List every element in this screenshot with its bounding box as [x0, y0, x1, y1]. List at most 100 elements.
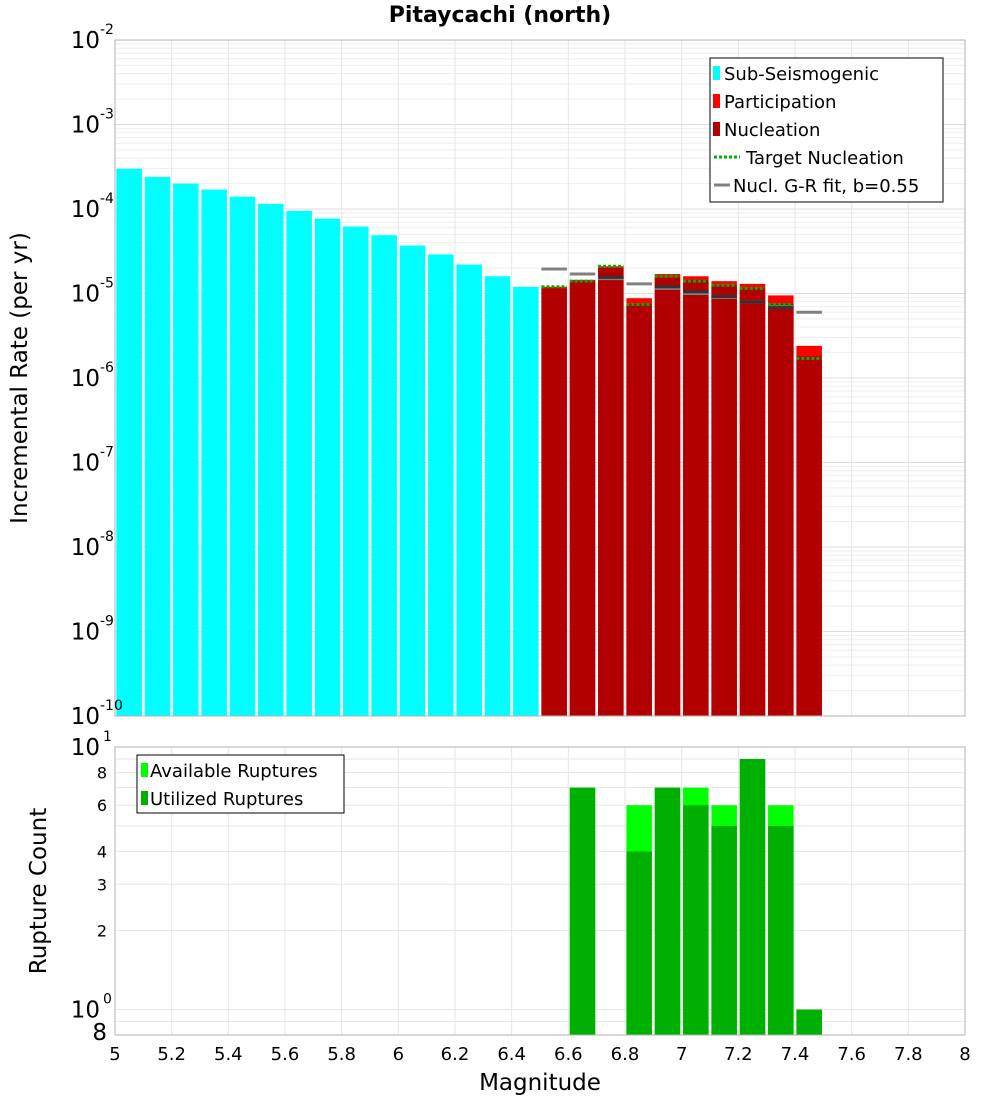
- top-y-tick-label: 10: [71, 451, 100, 477]
- top-y-tick: 10 -9: [71, 614, 114, 646]
- bottom-y-minor-tick-label: 8: [97, 763, 107, 782]
- sub-seismogenic-bar: [343, 226, 369, 716]
- top-y-axis-label: Incremental Rate (per yr): [7, 232, 33, 524]
- x-tick-label: 7: [676, 1044, 687, 1065]
- top-y-tick-label: 10: [71, 704, 100, 730]
- top-y-tick-label: 10: [71, 535, 100, 561]
- bottom-x-ticks: 5 5.2 5.4 5.6 5.8 6 6.2 6.4 6.6 6.8 7 7.2 7.4 7.6 7.8 8: [109, 1044, 970, 1065]
- utilized-ruptures-bar: [768, 826, 794, 1035]
- bottom-legend-box: [136, 754, 345, 814]
- sub-seismogenic-bar: [229, 196, 256, 717]
- utilized-ruptures-bar: [683, 805, 709, 1035]
- sub-seismogenic-bar: [144, 176, 171, 717]
- top-legend-box: [709, 57, 944, 203]
- top-y-tick-label: 10: [71, 282, 100, 308]
- bottom-y-minor-tick-label: 8: [92, 1020, 107, 1046]
- bottom-legend: Available Ruptures Utilized Ruptures: [136, 754, 345, 814]
- nucleation-bar: [768, 304, 794, 716]
- top-bars: [116, 168, 822, 717]
- nucleation-bar: [598, 268, 624, 716]
- x-tick-label: 5.4: [214, 1044, 243, 1065]
- x-tick-label: 8: [959, 1044, 970, 1065]
- bottom-y-tick-label: 10: [71, 735, 100, 761]
- utilized-ruptures-bar: [711, 826, 737, 1035]
- top-y-tick: 10 -10: [71, 698, 123, 730]
- x-tick-label: 7.8: [894, 1044, 923, 1065]
- x-tick-label: 6: [393, 1044, 404, 1065]
- bottom-bars: [569, 759, 822, 1035]
- sub-seismogenic-bar: [258, 203, 284, 716]
- utilized-ruptures-bar: [654, 787, 681, 1035]
- top-legend: Sub-Seismogenic Participation Nucleation…: [709, 57, 944, 203]
- nucleation-bar: [711, 285, 737, 716]
- top-y-tick-exp: -6: [100, 360, 114, 376]
- bottom-grid: [114, 746, 966, 1036]
- x-tick-label: 6.2: [441, 1044, 470, 1065]
- x-axis-label: Magnitude: [479, 1070, 601, 1096]
- sub-seismogenic-bar: [456, 264, 482, 716]
- nucleation-bar: [654, 277, 681, 716]
- x-tick-label: 6.6: [554, 1044, 583, 1065]
- sub-seismogenic-bar: [428, 254, 454, 716]
- top-y-tick-exp: -2: [100, 22, 114, 38]
- legend-swatch-utilized-ruptures: [141, 791, 148, 805]
- top-y-tick-label: 10: [71, 620, 100, 646]
- top-y-tick-exp: -7: [100, 445, 114, 461]
- top-y-tick-exp: -10: [100, 698, 123, 714]
- legend-swatch-participation: [713, 94, 720, 108]
- sub-seismogenic-bar: [173, 183, 199, 716]
- x-tick-label: 5.2: [157, 1044, 186, 1065]
- bottom-y-tick-exp: 0: [103, 992, 112, 1008]
- top-y-tick-exp: -4: [100, 191, 114, 207]
- legend-swatch-nucleation: [713, 122, 720, 136]
- x-tick-label: 7.4: [781, 1044, 810, 1065]
- x-tick-label: 5.6: [271, 1044, 300, 1065]
- top-y-tick: 10 -2: [71, 22, 114, 54]
- top-y-tick-label: 10: [71, 366, 100, 392]
- bottom-y-minor-tick-label: 3: [97, 875, 107, 894]
- legend-label-participation: Participation: [724, 92, 836, 113]
- legend-label-nucleation: Nucleation: [724, 120, 820, 141]
- legend-label-sub-seismogenic: Sub-Seismogenic: [724, 64, 879, 85]
- top-y-tick: 10 -7: [71, 445, 114, 477]
- x-tick-label: 5.8: [327, 1044, 356, 1065]
- legend-label-target-nucleation: Target Nucleation: [745, 148, 904, 169]
- bottom-y-minor-tick-label: 4: [97, 842, 107, 861]
- top-plot-frame: [114, 39, 966, 717]
- top-y-tick-label: 10: [71, 197, 100, 223]
- chart-title: Pitaycachi (north): [389, 3, 611, 28]
- legend-label-available-ruptures: Available Ruptures: [150, 761, 318, 782]
- nucleation-bar: [796, 356, 822, 716]
- sub-seismogenic-bar: [286, 210, 312, 716]
- top-y-tick-label: 10: [71, 113, 100, 139]
- bottom-y-minor-tick-label: 2: [97, 922, 107, 941]
- legend-label-utilized-ruptures: Utilized Ruptures: [150, 789, 303, 810]
- sub-seismogenic-bar: [513, 286, 539, 716]
- top-grid: [114, 40, 966, 717]
- sub-seismogenic-bar: [201, 189, 227, 716]
- top-y-tick-exp: -9: [100, 614, 114, 630]
- top-y-tick-label: 10: [71, 28, 100, 54]
- x-tick-label: 6.4: [497, 1044, 526, 1065]
- utilized-ruptures-bar: [626, 851, 652, 1035]
- bottom-plot-frame: [114, 746, 966, 1036]
- top-y-tick: 10 -4: [71, 191, 114, 223]
- top-y-tick: 10 -6: [71, 360, 114, 392]
- utilized-ruptures-bar: [739, 759, 766, 1035]
- top-y-tick-exp: -3: [100, 107, 114, 123]
- legend-label-gr-fit: Nucl. G-R fit, b=0.55: [733, 176, 919, 197]
- x-tick-label: 5: [109, 1044, 120, 1065]
- legend-swatch-sub-seismogenic: [713, 66, 720, 80]
- top-y-tick-exp: -8: [100, 529, 114, 545]
- nucleation-bar: [569, 281, 596, 716]
- sub-seismogenic-bar: [314, 218, 341, 716]
- top-lines: [541, 264, 822, 361]
- bottom-y-tick-label: 10: [71, 998, 100, 1024]
- nucleation-bar: [541, 288, 567, 716]
- x-tick-label: 7.6: [837, 1044, 866, 1065]
- sub-seismogenic-bar: [116, 168, 142, 717]
